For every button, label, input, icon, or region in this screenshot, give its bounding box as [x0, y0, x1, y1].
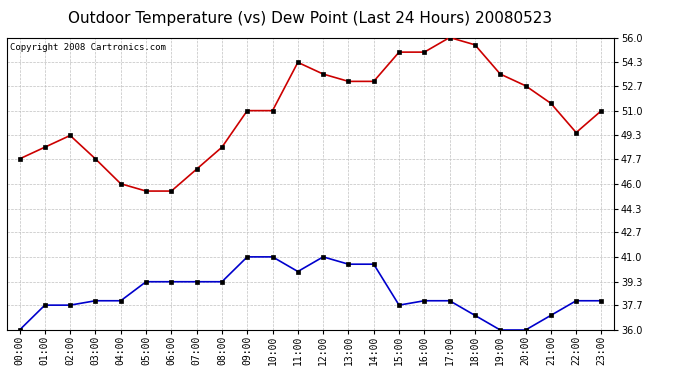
- Text: Copyright 2008 Cartronics.com: Copyright 2008 Cartronics.com: [10, 44, 166, 52]
- Text: Outdoor Temperature (vs) Dew Point (Last 24 Hours) 20080523: Outdoor Temperature (vs) Dew Point (Last…: [68, 11, 553, 26]
